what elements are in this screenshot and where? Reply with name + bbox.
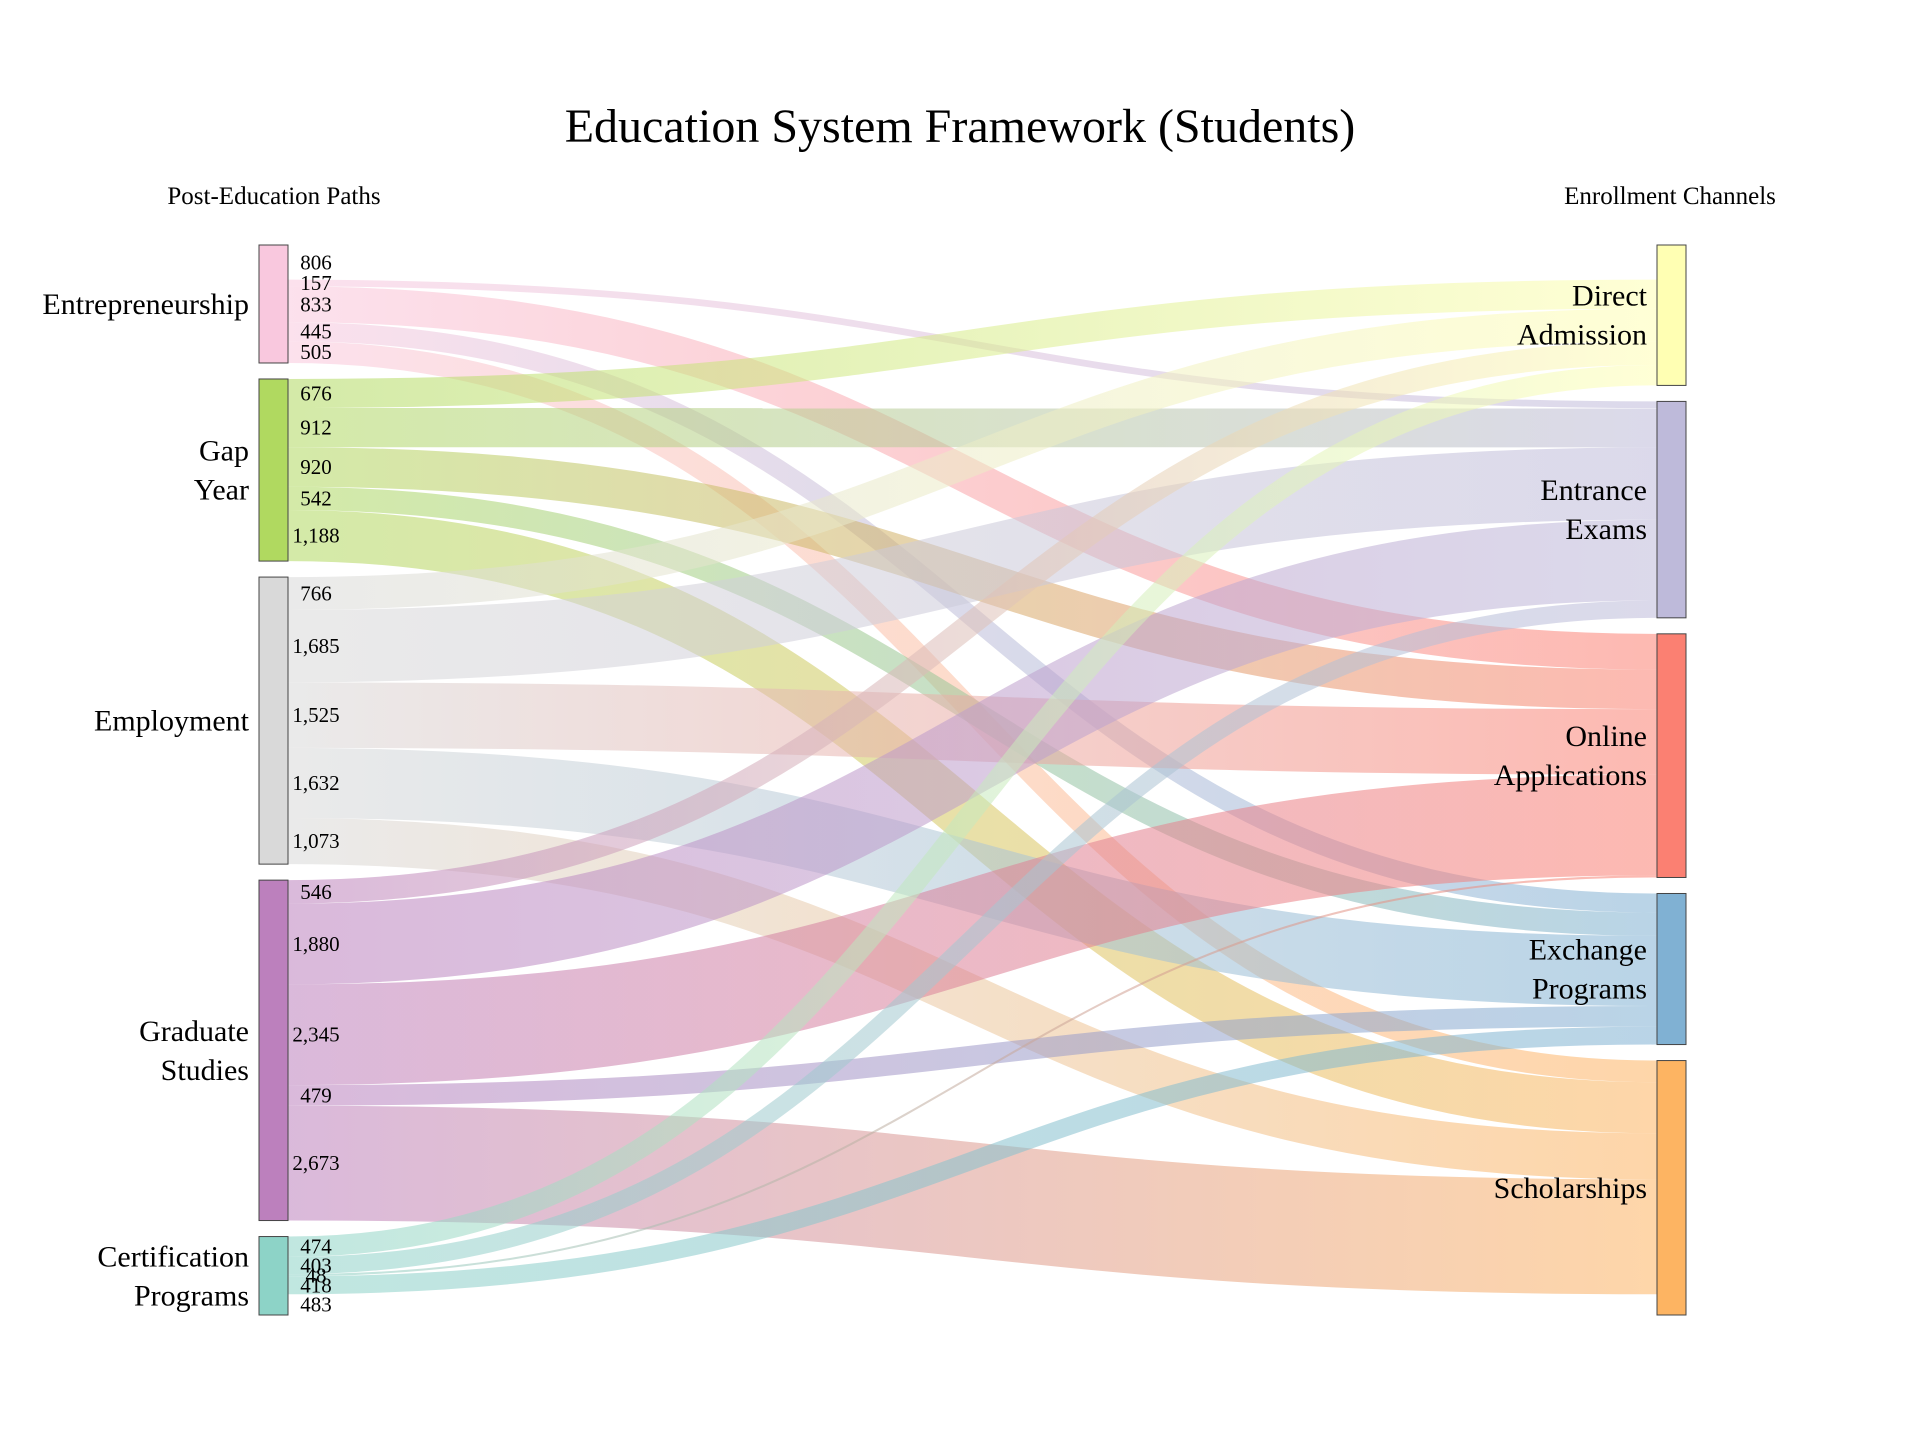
node-gap-year [258, 378, 289, 562]
node-direct-admission [1656, 244, 1687, 386]
flow-graduate-studies-to-direct-admission [287, 341, 1658, 904]
right-column-header: Enrollment Channels [1564, 183, 1776, 210]
node-label-online-applications: Applications [1494, 759, 1647, 792]
flow-value-label: 479 [300, 1083, 332, 1107]
flow-value-label: 505 [300, 340, 332, 364]
flow-graduate-studies-to-exchange-programs [287, 1006, 1658, 1106]
flow-value-label: 542 [300, 486, 332, 510]
flow-value-label: 1,880 [292, 932, 339, 956]
flow-entrepreneurship-to-online-applications [287, 286, 1658, 670]
flow-value-label: 474 [300, 1235, 332, 1259]
nodes [258, 244, 1687, 1316]
node-label-exchange-programs: Programs [1532, 973, 1647, 1006]
node-label-gap-year: Gap [199, 435, 249, 468]
flow-certification-programs-to-entrance-exams [287, 600, 1658, 1275]
flow-gap-year-to-direct-admission [287, 279, 1658, 409]
flow-employment-to-direct-admission [287, 308, 1658, 610]
flow-certification-programs-to-direct-admission [287, 365, 1658, 1257]
node-certification-programs [258, 1236, 289, 1316]
node-employment [258, 576, 289, 865]
flow-value-label: 806 [300, 250, 332, 274]
flow-value-label: 403 [300, 1254, 332, 1278]
flow-graduate-studies-to-scholarships [287, 1105, 1658, 1295]
node-labels: Entrepreneurship Gap Year Employment Graduat… [42, 280, 1647, 1313]
node-label-employment: Employment [94, 705, 250, 738]
node-label-entrance-exams: Exams [1565, 513, 1647, 546]
flow-value-label: 2,345 [292, 1023, 339, 1047]
flow-value-label: 676 [300, 382, 332, 406]
node-label-online-applications: Online [1565, 720, 1647, 753]
node-scholarships [1656, 1060, 1687, 1316]
node-label-entrepreneurship: Entrepreneurship [42, 288, 249, 321]
flow-value-label: 1,685 [292, 634, 339, 658]
node-label-certification-programs: Programs [134, 1279, 249, 1312]
flow-value-label: 445 [300, 320, 332, 344]
flow-links [287, 244, 1658, 1315]
node-label-graduate-studies: Studies [161, 1054, 249, 1087]
left-column-header: Post-Education Paths [167, 183, 380, 210]
flow-value-label: 48 [306, 1263, 327, 1287]
flow-value-label: 833 [300, 292, 332, 316]
flow-graduate-studies-to-entrance-exams [287, 519, 1658, 985]
chart-title: Education System Framework (Students) [565, 100, 1356, 153]
node-label-direct-admission: Direct [1572, 280, 1648, 313]
node-exchange-programs [1656, 892, 1687, 1046]
node-online-applications [1656, 633, 1687, 878]
flow-value-label: 418 [300, 1273, 332, 1297]
flow-certification-programs-to-online-applications [287, 875, 1658, 1277]
flow-value-label: 1,525 [292, 703, 339, 727]
flow-value-label: 920 [300, 455, 332, 479]
node-label-graduate-studies: Graduate [139, 1015, 249, 1048]
node-label-exchange-programs: Exchange [1529, 934, 1647, 967]
node-label-entrance-exams: Entrance [1540, 474, 1647, 507]
flow-employment-to-entrance-exams [287, 447, 1658, 683]
node-entrepreneurship [258, 244, 289, 364]
node-label-direct-admission: Admission [1517, 319, 1647, 352]
node-label-scholarships: Scholarships [1494, 1172, 1647, 1205]
flow-value-label: 1,073 [292, 829, 339, 853]
flow-value-label: 2,673 [292, 1151, 339, 1175]
flow-certification-programs-to-exchange-programs [287, 1026, 1658, 1295]
node-label-certification-programs: Certification [97, 1240, 249, 1273]
node-graduate-studies [258, 879, 289, 1222]
flow-value-label: 1,188 [292, 524, 339, 548]
flow-value-label: 546 [300, 880, 332, 904]
node-label-gap-year: Year [194, 474, 249, 507]
node-entrance-exams [1656, 400, 1687, 619]
flow-employment-to-exchange-programs [287, 747, 1658, 1007]
flow-value-label: 483 [300, 1293, 332, 1317]
flow-value-label: 912 [300, 416, 332, 440]
flow-value-label: 766 [300, 582, 332, 606]
flow-value-label: 157 [300, 271, 332, 295]
flow-value-label: 1,632 [292, 771, 339, 795]
